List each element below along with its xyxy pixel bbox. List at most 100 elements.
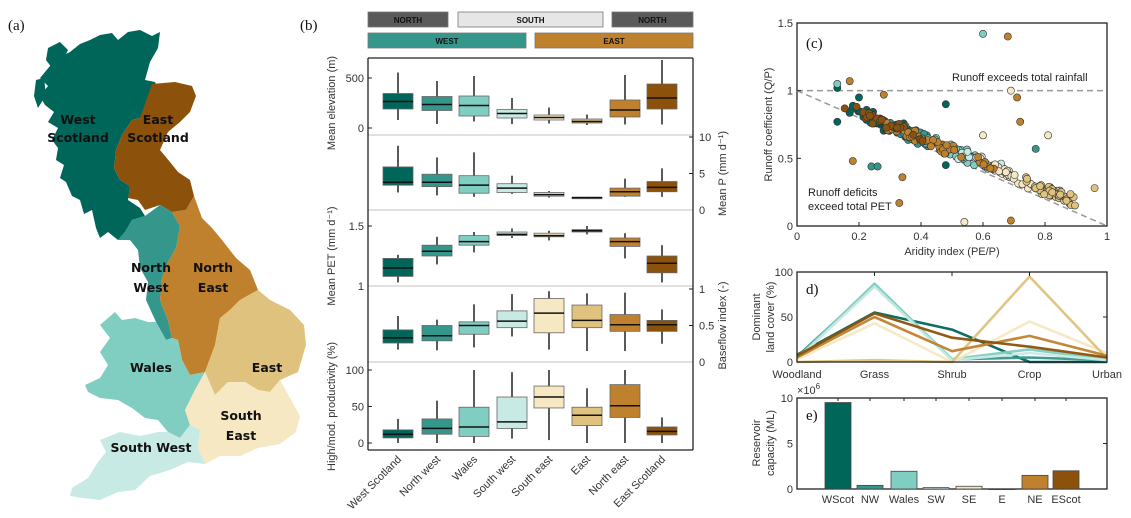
map-region-east-scotland — [114, 82, 196, 212]
map-label-north-east: North East — [193, 260, 233, 295]
svg-text:Scotland: Scotland — [127, 130, 189, 145]
scatter-point — [1056, 190, 1065, 199]
header-box — [611, 11, 694, 28]
y-tick-label: 0 — [787, 221, 793, 233]
scatter-point — [1090, 184, 1099, 193]
box-wales — [458, 152, 490, 197]
box-north-west — [421, 236, 453, 265]
box-north-west — [421, 157, 453, 196]
box-south-west — [496, 175, 528, 194]
box-west-scotland — [382, 254, 414, 283]
panel-a-map: (a) West Scotland East Scotland North We… — [8, 18, 306, 500]
scatter-point — [893, 123, 902, 132]
scatter-point — [950, 146, 959, 154]
scatter-point — [1007, 86, 1015, 95]
bar-nw — [856, 484, 884, 490]
panel-label-e: e) — [806, 408, 818, 424]
box-north-west — [421, 81, 453, 124]
header-label: SOUTH — [517, 16, 545, 25]
x-tick-label: Grass — [860, 369, 890, 381]
scatter-point — [1010, 171, 1019, 179]
box-east-scotland — [646, 245, 678, 283]
box-north-east — [609, 178, 641, 197]
y-tick-label: 100 — [346, 365, 364, 377]
scatter-point — [898, 173, 907, 182]
y-axis-label: Mean elevation (m) — [326, 56, 338, 150]
scatter-point — [1062, 196, 1071, 205]
scatter-point — [833, 117, 842, 126]
box-east — [571, 293, 603, 352]
map-region-north-east — [160, 196, 258, 375]
box-iqr — [421, 173, 453, 188]
scatter-point — [873, 162, 882, 171]
scatter-point — [979, 131, 987, 140]
box-south-east — [533, 230, 565, 241]
y-axis-label: Baseflow index (-) — [717, 281, 729, 369]
y-tick-label: 0 — [699, 205, 705, 217]
header-south-1: SOUTH — [457, 11, 604, 28]
box-east-scotland — [646, 168, 678, 197]
y-axis-label-line1: Reservoir — [751, 419, 763, 466]
header-label: WEST — [435, 37, 458, 46]
box-west-scotland — [382, 316, 414, 350]
x-tick-label: SW — [927, 494, 945, 506]
x-tick-label: Crop — [1018, 369, 1042, 381]
scatter-point — [927, 142, 935, 151]
map-label-north-west: North West — [131, 260, 171, 295]
landcover-line-plot: Woodland Grass Shrub Crop Urban 0 50 100 Dominan… — [751, 267, 1122, 381]
line-plot-bg — [797, 272, 1107, 362]
svg-text:North: North — [193, 260, 233, 275]
y-axis-label: Mean PET (mm d⁻¹) — [326, 206, 338, 305]
x-tick-label: Wales — [450, 453, 480, 483]
scatter-point — [974, 153, 982, 162]
scatter-point — [1016, 117, 1025, 126]
box-north-west — [421, 400, 453, 443]
svg-text:Wales: Wales — [130, 360, 172, 375]
svg-text:South: South — [220, 408, 261, 423]
map-region-north-west — [118, 205, 180, 340]
y-tick-label: 50 — [352, 402, 364, 414]
scatter-point — [848, 157, 857, 165]
x-tick-label: West Scotland — [346, 454, 405, 513]
x-tick-label: E — [998, 494, 1005, 506]
svg-text:East: East — [198, 280, 228, 295]
box-iqr — [421, 96, 453, 111]
scatter-point — [855, 93, 863, 102]
x-tick-label: EScot — [1051, 494, 1080, 506]
scatter-point — [1007, 216, 1015, 225]
panel-label-d: d) — [806, 282, 819, 298]
box-wales — [458, 370, 490, 443]
annotation-runoff-deficits-2: exceed total PET — [808, 201, 892, 213]
y-exponent-sup: 6 — [816, 382, 821, 391]
box-iqr — [496, 396, 528, 429]
box-iqr — [609, 314, 641, 332]
panel-c-scatter: 0 0.2 0.4 0.6 0.8 1 0 0.5 1 1.5 Aridity index (PE/… — [763, 18, 1110, 258]
box-iqr — [533, 298, 565, 334]
y-tick-label: 1.5 — [349, 221, 364, 233]
svg-text:West: West — [133, 280, 168, 295]
scatter-point — [963, 147, 972, 156]
annotation-runoff-deficits-1: Runoff deficits — [808, 187, 878, 199]
x-axis-label: Aridity index (PE/P) — [904, 246, 999, 258]
x-tick-label: WScot — [822, 494, 854, 506]
scatter-point — [940, 149, 949, 158]
y-tick-label: 10 — [699, 132, 711, 144]
scatter-point — [1048, 188, 1057, 197]
box-iqr — [458, 406, 490, 437]
scatter-point — [957, 153, 966, 161]
x-tick-label: 0.6 — [975, 231, 990, 243]
panel-label-a: (a) — [8, 18, 25, 34]
box-iqr — [382, 329, 414, 344]
box-iqr — [646, 319, 678, 332]
y-axis-label-line2: capacity (ML) — [765, 410, 777, 476]
y-tick-label: 100 — [775, 267, 793, 279]
box-iqr — [646, 83, 678, 110]
box-north-east — [609, 370, 641, 443]
scatter-point — [882, 123, 891, 132]
y-tick-label: 0 — [787, 357, 793, 369]
scatter-point — [942, 141, 951, 150]
map-region-west-scotland — [40, 30, 160, 240]
map-label-east-scotland: East Scotland — [127, 112, 189, 145]
box-iqr — [382, 166, 414, 186]
